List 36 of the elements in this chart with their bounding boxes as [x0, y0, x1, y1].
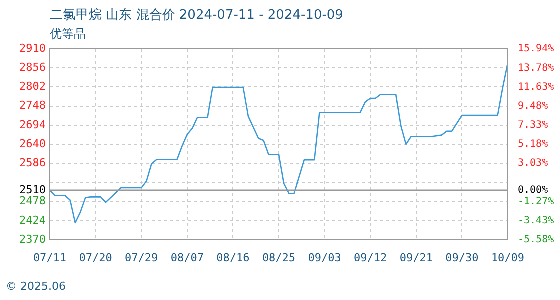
- y2-tick-label: -3.43%: [518, 216, 554, 227]
- y-tick-label: 2510: [20, 183, 46, 196]
- y-tick-label: 2802: [20, 80, 46, 94]
- y2-tick-label: 11.63%: [518, 82, 554, 93]
- x-tick-label: 07/11: [33, 251, 67, 264]
- y-tick-label: 2856: [20, 60, 46, 74]
- y-tick-label: 2910: [20, 42, 46, 55]
- y2-tick-label: -5.58%: [518, 234, 554, 246]
- y2-tick-label: -1.27%: [518, 196, 554, 208]
- y2-tick-label: 7.33%: [518, 120, 548, 132]
- y-tick-label: 2586: [20, 156, 46, 170]
- chart-title: 二氯甲烷 山东 混合价 2024-07-11 - 2024-10-09: [50, 7, 344, 24]
- x-tick-label: 10/09: [491, 251, 525, 264]
- y-tick-label: 2694: [20, 118, 46, 132]
- y-tick-label: 2640: [20, 137, 46, 150]
- x-tick-label: 07/29: [125, 251, 158, 264]
- y2-tick-label: 15.94%: [518, 44, 554, 55]
- x-tick-label: 09/03: [308, 251, 342, 264]
- x-tick-label: 08/16: [216, 251, 250, 264]
- y2-tick-label: 13.78%: [518, 62, 554, 74]
- x-tick-label: 09/21: [400, 251, 433, 264]
- y2-tick-label: 9.48%: [518, 100, 548, 112]
- x-tick-label: 07/20: [79, 251, 112, 264]
- y-tick-label: 2370: [20, 232, 46, 246]
- y2-tick-label: 0.00%: [518, 185, 548, 196]
- y-tick-label: 2748: [20, 99, 46, 112]
- x-tick-label: 08/07: [170, 251, 204, 264]
- chart-subtitle: 优等品: [50, 26, 86, 43]
- x-tick-label: 08/25: [262, 251, 296, 264]
- text: © 2025.06: [6, 280, 66, 293]
- x-tick-label: 09/12: [354, 251, 388, 264]
- y-tick-label: 2424: [20, 214, 46, 227]
- y2-tick-label: 5.18%: [518, 139, 548, 150]
- y-tick-label: 2478: [20, 194, 46, 208]
- y2-tick-label: 3.03%: [518, 158, 548, 170]
- x-tick-label: 09/30: [446, 251, 479, 264]
